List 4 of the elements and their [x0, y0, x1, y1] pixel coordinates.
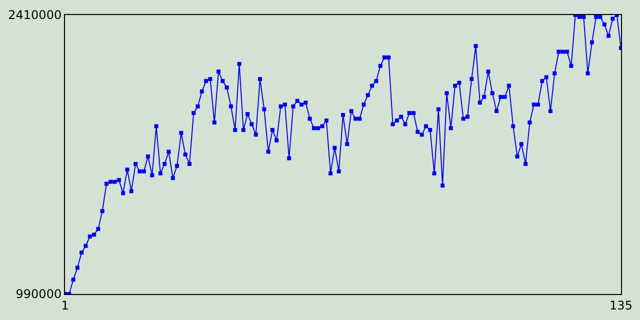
y-tick-label: 990000: [16, 287, 62, 302]
y-tick-label: 2410000: [8, 8, 62, 22]
x-tick-label: 1: [61, 298, 69, 312]
x-tick-label: 135: [610, 298, 632, 312]
